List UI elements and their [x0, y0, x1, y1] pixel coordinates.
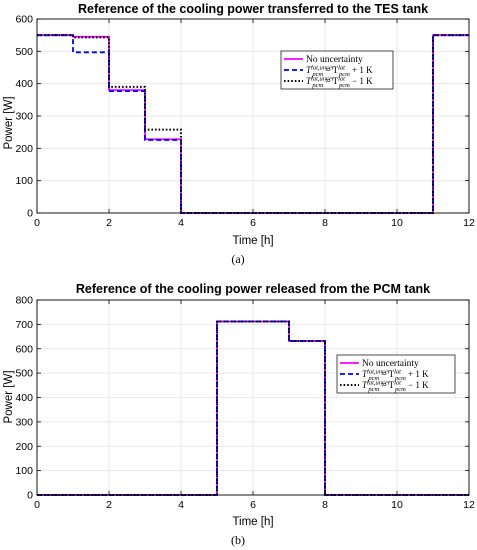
x-tick-label: 10: [391, 217, 403, 229]
legend-label-1: No uncertainty: [306, 55, 363, 65]
y-tick-label: 500: [15, 368, 33, 380]
x-tick-label: 4: [178, 217, 184, 229]
series-line-3: [37, 320, 469, 496]
panel-label-a: (a): [231, 252, 244, 266]
grid-lines: [36, 18, 470, 214]
chart-title-b: Reference of the cooling power released …: [76, 282, 430, 296]
y-tick-label: 200: [15, 143, 33, 155]
x-tick-label: 8: [322, 217, 328, 229]
legend-label-3: Tlat,uncer pcm = Tlat pcm − 1 K: [362, 380, 429, 394]
legend-box: [280, 50, 394, 90]
chart-panel-a: Reference of the cooling power transferr…: [3, 2, 475, 266]
y-tick-label: 500: [15, 46, 33, 58]
x-tick-label: 8: [322, 499, 328, 511]
y-tick-label: 600: [15, 14, 33, 26]
x-tick-label: 6: [250, 217, 256, 229]
x-tick-label: 4: [178, 499, 184, 511]
y-tick-label: 700: [15, 319, 33, 331]
grid-lines: [36, 299, 470, 496]
x-tick-label: 2: [106, 499, 112, 511]
x-axis-label-a: Time [h]: [232, 235, 273, 247]
x-tick-label: 10: [391, 499, 403, 511]
y-tick-label: 400: [15, 392, 33, 404]
y-tick-label: 0: [27, 208, 33, 220]
y-tick-label: 800: [15, 295, 33, 307]
x-tick-label: 12: [463, 499, 475, 511]
y-tick-label: 600: [15, 343, 33, 355]
legend-label-1: No uncertainty: [362, 359, 419, 369]
legend-label-2: Tlat,uncer pcm = Tlat pcm + 1 K: [362, 369, 429, 383]
y-tick-label: 0: [27, 490, 33, 502]
y-tick-label: 200: [15, 441, 33, 453]
series-line-3: [37, 34, 469, 214]
x-tick-label: 2: [106, 217, 112, 229]
x-axis-label-b: Time [h]: [232, 516, 273, 528]
y-tick-label: 100: [15, 175, 33, 187]
legend-label-3: Tlat,uncer pcm = Tlat pcm − 1 K: [306, 76, 373, 90]
y-axis-label-b: Power [W]: [3, 370, 15, 423]
y-tick-label: 300: [15, 416, 33, 428]
chart-title-a: Reference of the cooling power transferr…: [78, 2, 428, 16]
x-tick-label: 6: [250, 499, 256, 511]
chart-panel-b: Reference of the cooling power released …: [3, 282, 475, 547]
y-tick-label: 100: [15, 465, 33, 477]
legend-label-2: Tlat,uncer pcm = Tlat pcm + 1 K: [306, 65, 373, 79]
x-tick-label: 0: [34, 499, 40, 511]
y-axis-label-a: Power [W]: [3, 96, 15, 149]
panel-label-b: (b): [231, 533, 245, 547]
x-tick-label: 12: [463, 217, 475, 229]
y-tick-label: 400: [15, 78, 33, 90]
y-tick-label: 300: [15, 111, 33, 123]
x-tick-label: 0: [34, 217, 40, 229]
